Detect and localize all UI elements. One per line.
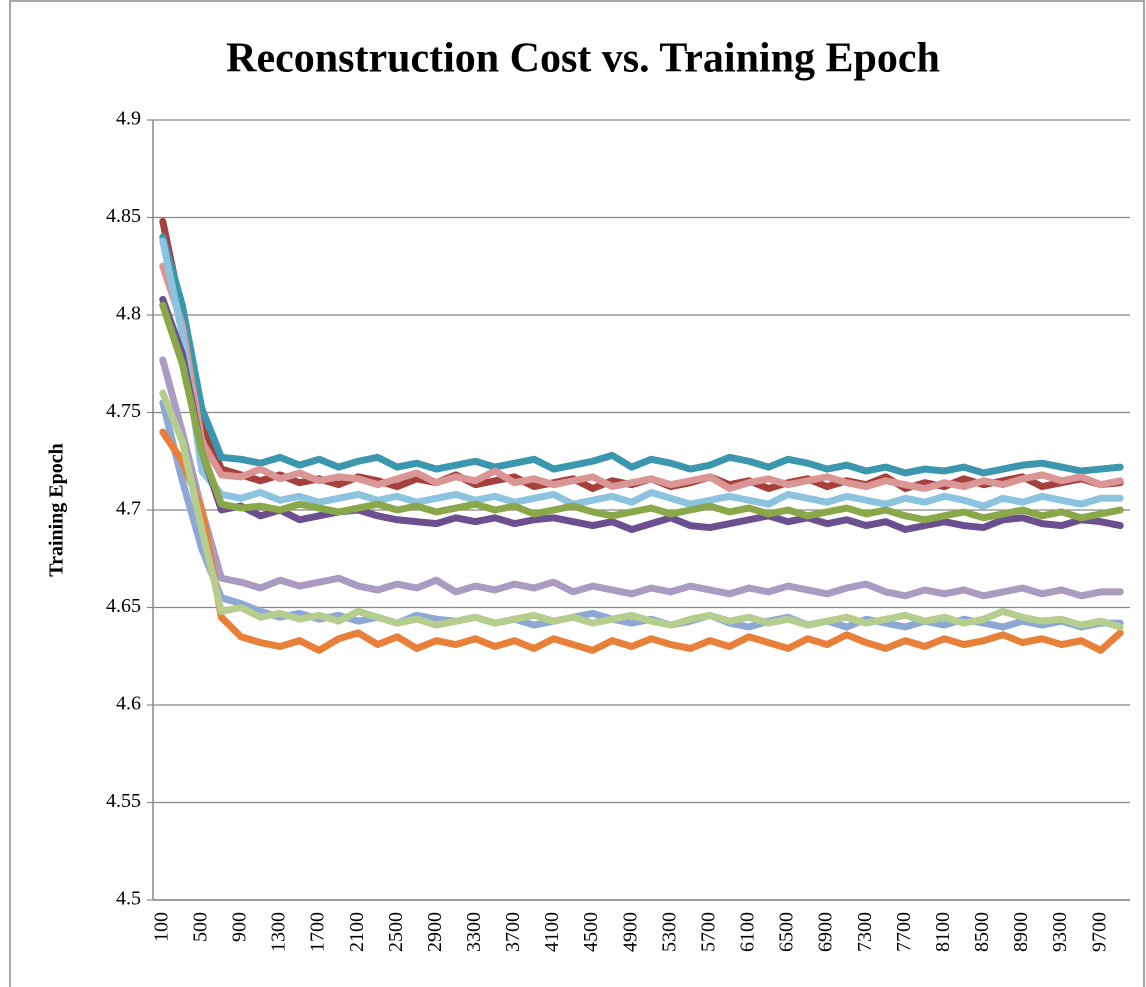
x-tick-label: 4100 [541,912,563,952]
x-tick-label: 500 [189,912,211,942]
y-tick-label: 4.6 [116,693,141,715]
x-tick-label: 3700 [502,912,524,952]
x-tick-label: 2100 [346,912,368,952]
x-tick-label: 1300 [268,912,290,952]
x-tick-label: 1700 [307,912,329,952]
y-tick-label: 4.5 [116,888,141,910]
x-tick-label: 5300 [658,912,680,952]
y-tick-label: 4.8 [116,303,141,325]
y-axis-label: Training Epoch [46,443,68,577]
x-tick-label: 8100 [932,912,954,952]
x-tick-label: 6900 [815,912,837,952]
x-tick-label: 7300 [854,912,876,952]
series-line [159,237,1124,510]
x-tick-label: 6100 [737,912,759,952]
x-tick-label: 6500 [776,912,798,952]
y-tick-label: 4.55 [106,790,141,812]
x-tick-label: 8500 [971,912,993,952]
chart-title: Reconstruction Cost vs. Training Epoch [226,36,940,82]
chart-frame [9,0,1145,987]
x-tick-label: 100 [150,912,172,942]
series-line [159,295,1124,533]
y-tick-label: 4.75 [106,400,141,422]
y-tick-label: 4.7 [116,498,141,520]
series-line [159,233,1124,477]
series-line [159,301,1124,524]
x-tick-label: 8900 [1010,912,1032,952]
series-line [159,262,1124,493]
x-tick-label: 900 [229,912,251,942]
series-line [159,428,1124,654]
x-tick-label: 7700 [893,912,915,952]
series-line [159,356,1124,600]
y-tick-label: 4.85 [106,205,141,227]
y-tick-label: 4.65 [106,595,141,617]
x-tick-label: 9700 [1088,912,1110,952]
series-line [159,389,1124,631]
y-tick-label: 4.9 [116,108,141,130]
x-tick-label: 4900 [619,912,641,952]
x-tick-label: 3300 [463,912,485,952]
x-tick-label: 9300 [1049,912,1071,952]
x-tick-label: 2900 [424,912,446,952]
x-tick-label: 4500 [580,912,602,952]
x-tick-label: 2500 [385,912,407,952]
x-tick-label: 5700 [697,912,719,952]
